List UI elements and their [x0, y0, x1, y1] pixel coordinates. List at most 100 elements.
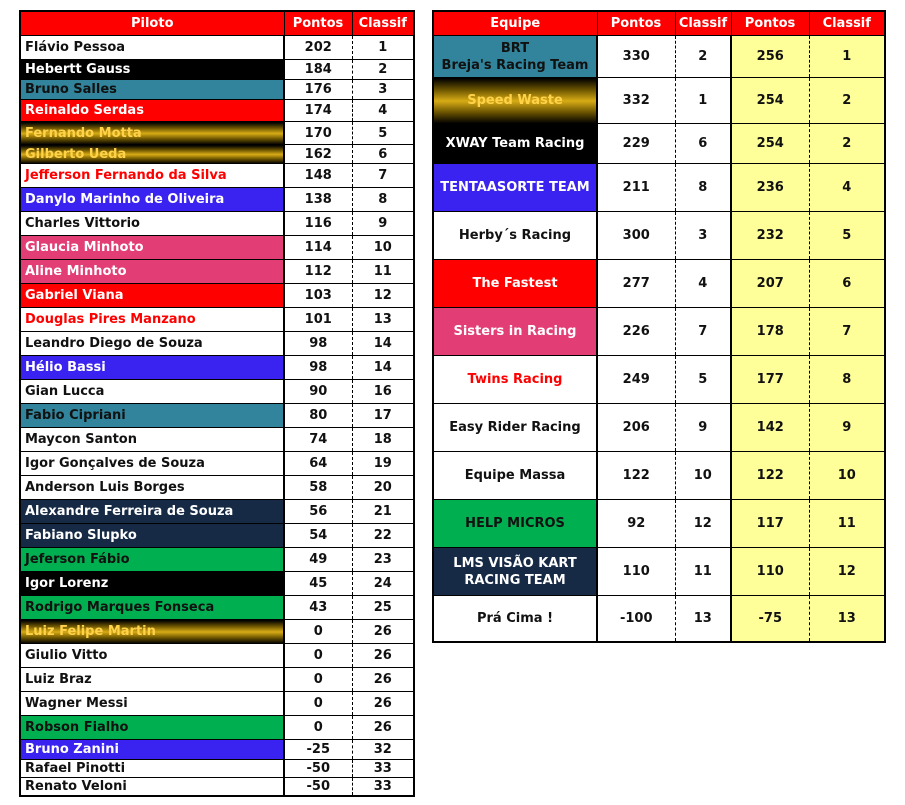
driver-row: Robson Fialho 0 26 — [20, 715, 414, 740]
team-points: 211 — [597, 163, 676, 212]
driver-position: 5 — [352, 121, 414, 145]
driver-points: 0 — [284, 619, 353, 644]
driver-row: Glaucia Minhoto 114 10 — [20, 235, 414, 260]
driver-row: Reinaldo Serdas 174 4 — [20, 99, 414, 122]
driver-position: 3 — [352, 79, 414, 100]
team-position: 2 — [675, 35, 732, 78]
driver-row: Douglas Pires Manzano 101 13 — [20, 307, 414, 332]
team-position2-header: Classif — [808, 10, 886, 36]
team-row: Easy Rider Racing 206 9 142 9 — [433, 403, 885, 452]
team-position: 6 — [675, 123, 732, 164]
driver-points: 43 — [284, 595, 353, 620]
driver-row: Gian Lucca 90 16 — [20, 379, 414, 404]
driver-position: 25 — [352, 595, 414, 620]
driver-row: Hebertt Gauss 184 2 — [20, 59, 414, 80]
driver-name: Igor Gonçalves de Souza — [20, 451, 285, 476]
team-points-2: -75 — [731, 595, 810, 642]
team-points: 332 — [597, 77, 676, 124]
driver-position: 26 — [352, 667, 414, 692]
team-position-2: 2 — [809, 123, 885, 164]
driver-row: Renato Veloni -50 33 — [20, 777, 414, 796]
team-name: Easy Rider Racing — [433, 403, 598, 452]
driver-name: Wagner Messi — [20, 691, 285, 716]
team-points-2: 207 — [731, 259, 810, 308]
team-points-2: 177 — [731, 355, 810, 404]
team-name: Prá Cima ! — [433, 595, 598, 642]
driver-position: 7 — [352, 163, 414, 188]
team-points-2: 142 — [731, 403, 810, 452]
driver-name: Jefferson Fernando da Silva — [20, 163, 285, 188]
team-position-2: 7 — [809, 307, 885, 356]
driver-name: Giulio Vitto — [20, 643, 285, 668]
driver-row: Gabriel Viana 103 12 — [20, 283, 414, 308]
team-points: -100 — [597, 595, 676, 642]
driver-name: Luiz Braz — [20, 667, 285, 692]
driver-row: Fabiano Slupko 54 22 — [20, 523, 414, 548]
team-position-2: 10 — [809, 451, 885, 500]
driver-position: 18 — [352, 427, 414, 452]
driver-points: 184 — [284, 59, 353, 80]
team-row: The Fastest 277 4 207 6 — [433, 259, 885, 308]
driver-points: 90 — [284, 379, 353, 404]
driver-row: Jefferson Fernando da Silva 148 7 — [20, 163, 414, 188]
team-points: 92 — [597, 499, 676, 548]
driver-position: 6 — [352, 144, 414, 164]
driver-row: Hélio Bassi 98 14 — [20, 355, 414, 380]
team-position: 10 — [675, 451, 732, 500]
team-points-2: 117 — [731, 499, 810, 548]
driver-points: 54 — [284, 523, 353, 548]
driver-points: 74 — [284, 427, 353, 452]
driver-name: Rafael Pinotti — [20, 759, 285, 778]
driver-points: 148 — [284, 163, 353, 188]
driver-name: Douglas Pires Manzano — [20, 307, 285, 332]
team-points2-header: Pontos — [730, 10, 810, 36]
team-position: 13 — [675, 595, 732, 642]
driver-points: 49 — [284, 547, 353, 572]
team-name: LMS VISÃO KART RACING TEAM — [433, 547, 598, 596]
driver-position: 12 — [352, 283, 414, 308]
team-points-2: 178 — [731, 307, 810, 356]
driver-position: 26 — [352, 691, 414, 716]
driver-name: Jeferson Fábio — [20, 547, 285, 572]
team-position-2: 2 — [809, 77, 885, 124]
driver-position: 21 — [352, 499, 414, 524]
team-points-2: 256 — [731, 35, 810, 78]
team-row: LMS VISÃO KART RACING TEAM 110 11 110 12 — [433, 547, 885, 596]
team-points: 277 — [597, 259, 676, 308]
driver-points: -50 — [284, 759, 353, 778]
team-points-2: 232 — [731, 211, 810, 260]
team-points-2: 254 — [731, 123, 810, 164]
team-row: Herby´s Racing 300 3 232 5 — [433, 211, 885, 260]
driver-position: 33 — [352, 759, 414, 778]
team-position-2: 5 — [809, 211, 885, 260]
driver-points: 176 — [284, 79, 353, 100]
drivers-standings-table: Piloto Pontos Classif Flávio Pessoa 202 1 H… — [19, 10, 415, 797]
team-points-2: 122 — [731, 451, 810, 500]
driver-row: Fabio Cipriani 80 17 — [20, 403, 414, 428]
driver-points: 98 — [284, 331, 353, 356]
driver-points: 58 — [284, 475, 353, 500]
driver-row: Igor Lorenz 45 24 — [20, 571, 414, 596]
driver-name: Charles Vittorio — [20, 211, 285, 236]
team-name: Herby´s Racing — [433, 211, 598, 260]
drivers-body: Flávio Pessoa 202 1 Hebertt Gauss 184 2 Bruno … — [20, 35, 414, 796]
driver-row: Luiz Braz 0 26 — [20, 667, 414, 692]
driver-name: Robson Fialho — [20, 715, 285, 740]
driver-name: Maycon Santon — [20, 427, 285, 452]
driver-name: Rodrigo Marques Fonseca — [20, 595, 285, 620]
team-row: BRT Breja's Racing Team 330 2 256 1 — [433, 35, 885, 78]
teams-header-row: Equipe Pontos Classif Pontos Classif — [432, 10, 886, 36]
team-position-2: 6 — [809, 259, 885, 308]
team-position-2: 11 — [809, 499, 885, 548]
driver-name: Luiz Felipe Martin — [20, 619, 285, 644]
team-points-2: 110 — [731, 547, 810, 596]
driver-position: 1 — [352, 35, 414, 60]
driver-row: Bruno Zanini -25 32 — [20, 739, 414, 760]
driver-name: Hebertt Gauss — [20, 59, 285, 80]
driver-points: 112 — [284, 259, 353, 284]
driver-position: 22 — [352, 523, 414, 548]
team-name: Speed Waste — [433, 77, 598, 124]
driver-name: Renato Veloni — [20, 777, 285, 796]
team-row: Speed Waste 332 1 254 2 — [433, 77, 885, 124]
driver-name: Bruno Zanini — [20, 739, 285, 760]
